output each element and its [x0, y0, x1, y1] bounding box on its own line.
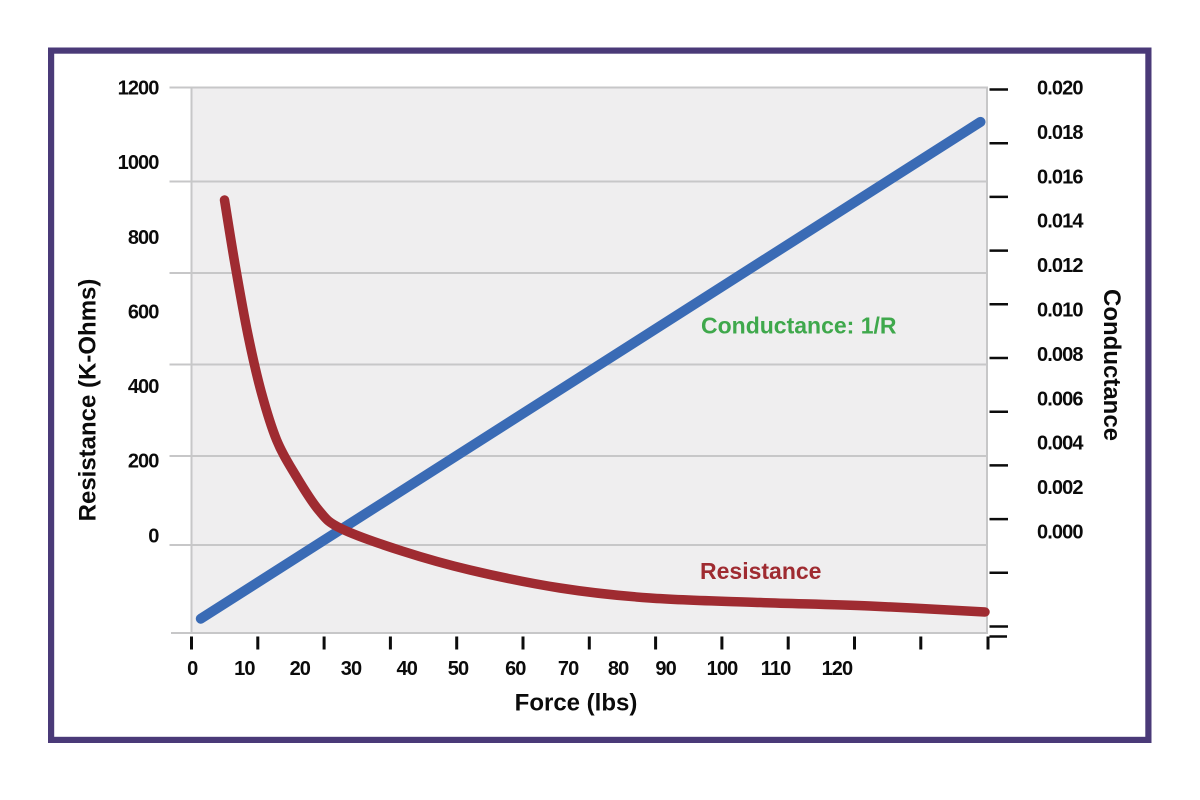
svg-text:1000: 1000 — [118, 152, 160, 174]
svg-text:1200: 1200 — [118, 78, 160, 100]
svg-text:0: 0 — [148, 525, 159, 547]
svg-text:Resistance (K-Ohms): Resistance (K-Ohms) — [75, 279, 102, 522]
svg-text:0.002: 0.002 — [1037, 477, 1083, 499]
svg-text:0.000: 0.000 — [1037, 522, 1083, 544]
svg-text:0.016: 0.016 — [1037, 166, 1083, 188]
svg-text:100: 100 — [707, 658, 738, 680]
svg-text:120: 120 — [822, 658, 853, 680]
svg-text:10: 10 — [234, 658, 255, 680]
svg-text:60: 60 — [505, 658, 526, 680]
svg-text:0.014: 0.014 — [1037, 211, 1084, 233]
svg-text:200: 200 — [128, 451, 159, 473]
svg-text:Conductance: Conductance — [1098, 289, 1125, 441]
svg-text:50: 50 — [448, 658, 469, 680]
svg-text:110: 110 — [761, 658, 791, 680]
svg-text:0.020: 0.020 — [1037, 78, 1083, 100]
svg-text:0.004: 0.004 — [1037, 433, 1084, 455]
svg-text:0: 0 — [187, 658, 198, 680]
svg-text:80: 80 — [608, 658, 629, 680]
svg-text:40: 40 — [396, 658, 417, 680]
svg-text:Resistance: Resistance — [700, 558, 821, 584]
svg-text:0.012: 0.012 — [1037, 255, 1083, 277]
svg-text:30: 30 — [341, 658, 362, 680]
svg-text:20: 20 — [290, 658, 311, 680]
svg-text:600: 600 — [128, 301, 159, 323]
svg-text:0.010: 0.010 — [1037, 300, 1083, 322]
svg-text:Conductance: 1/R: Conductance: 1/R — [701, 313, 897, 339]
svg-text:0.008: 0.008 — [1037, 344, 1083, 366]
svg-text:400: 400 — [128, 376, 159, 398]
svg-text:800: 800 — [128, 227, 159, 249]
svg-text:0.006: 0.006 — [1037, 388, 1083, 410]
svg-text:Force (lbs): Force (lbs) — [515, 690, 638, 717]
svg-text:90: 90 — [655, 658, 676, 680]
svg-text:0.018: 0.018 — [1037, 122, 1083, 144]
svg-text:70: 70 — [558, 658, 579, 680]
